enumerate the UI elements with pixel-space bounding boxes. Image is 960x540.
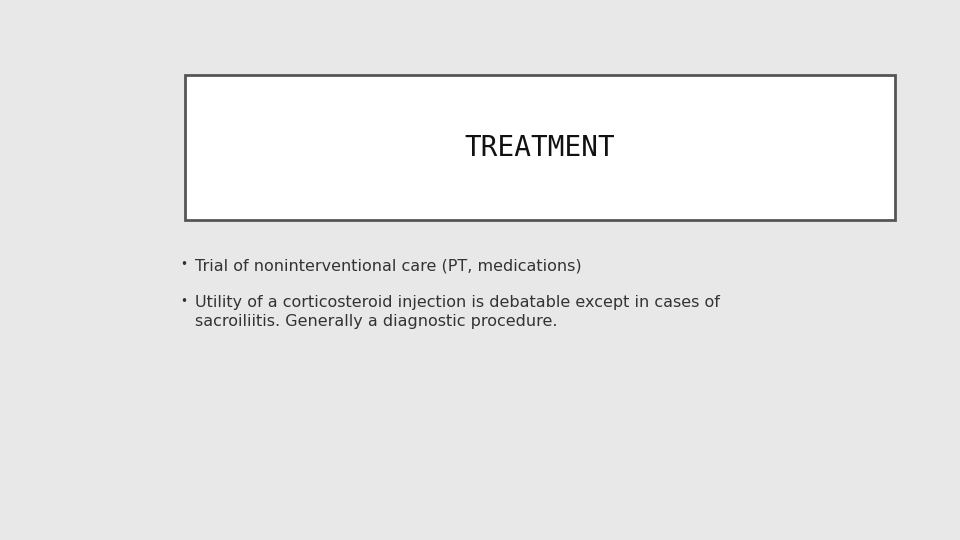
Text: Trial of noninterventional care (PT, medications): Trial of noninterventional care (PT, med… xyxy=(195,258,582,273)
Text: Utility of a corticosteroid injection is debatable except in cases of
sacroiliit: Utility of a corticosteroid injection is… xyxy=(195,295,720,329)
FancyBboxPatch shape xyxy=(185,75,895,220)
Text: •: • xyxy=(180,258,187,271)
Text: •: • xyxy=(180,295,187,308)
Text: TREATMENT: TREATMENT xyxy=(465,133,615,161)
